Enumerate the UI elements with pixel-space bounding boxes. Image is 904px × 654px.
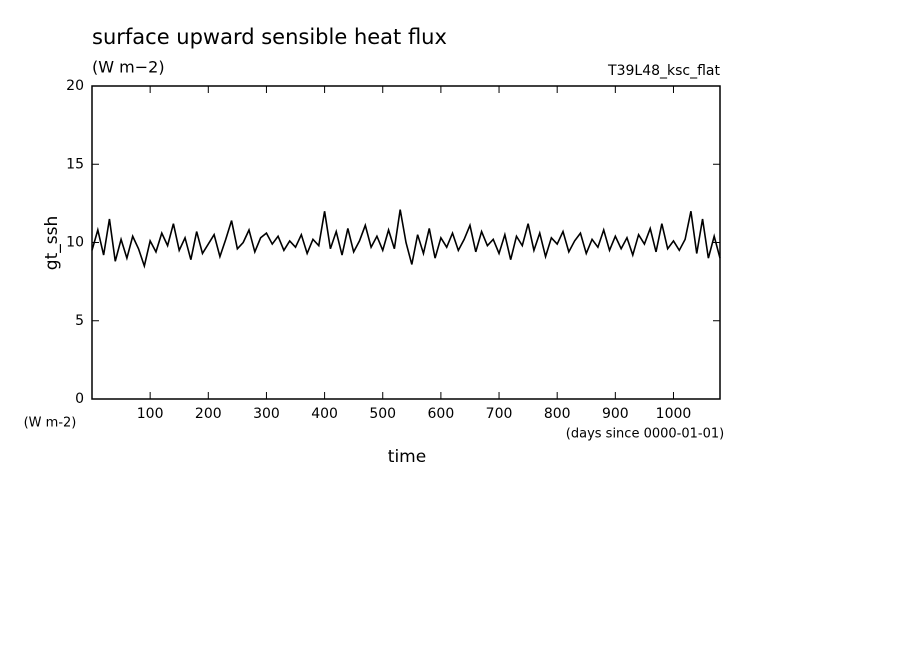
x-tick-label: 500 (369, 406, 396, 422)
y-unit: (W m-2) (24, 416, 77, 431)
y-tick-label: 15 (66, 156, 84, 172)
x-tick-label: 400 (311, 406, 338, 422)
x-axis-label: time (388, 447, 426, 467)
data-line (91, 209, 721, 269)
subtitle: (W m−2) (92, 58, 165, 77)
x-tick-label: 1000 (656, 406, 692, 422)
annotation: T39L48_ksc_flat (607, 63, 720, 79)
x-tick-label: 600 (428, 406, 455, 422)
x-tick-label: 300 (253, 406, 280, 422)
x-tick-label: 200 (195, 406, 222, 422)
x-unit: (days since 0000-01-01) (566, 427, 724, 442)
y-axis-label: gt_ssh (42, 216, 62, 270)
y-tick-label: 10 (66, 235, 84, 251)
y-tick-label: 20 (66, 78, 84, 94)
y-tick-label: 0 (75, 391, 84, 407)
x-tick-label: 800 (544, 406, 571, 422)
x-tick-label: 700 (486, 406, 513, 422)
x-tick-label: 100 (137, 406, 164, 422)
chart-title: surface upward sensible heat flux (92, 25, 447, 49)
y-tick-label: 5 (75, 313, 84, 329)
x-tick-label: 900 (602, 406, 629, 422)
